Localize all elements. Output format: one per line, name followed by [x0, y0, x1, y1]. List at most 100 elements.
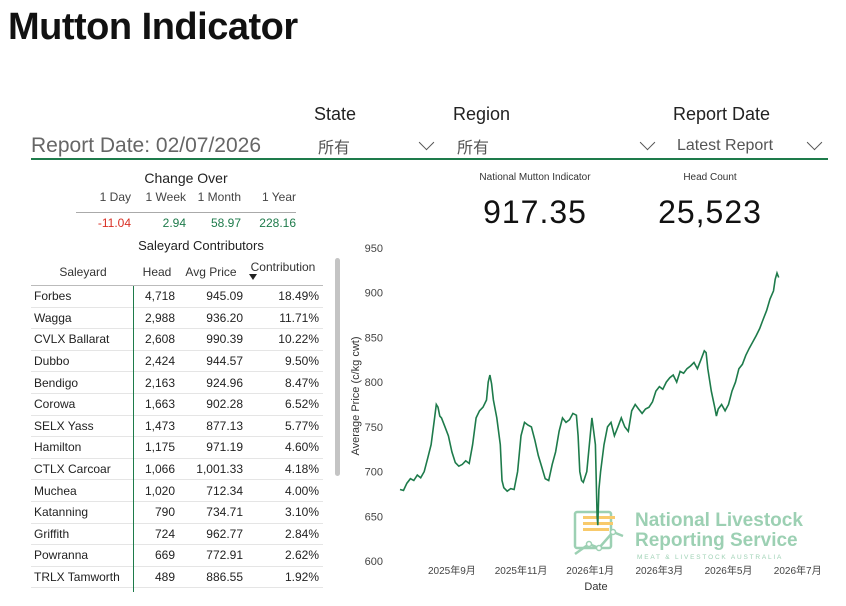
table-row[interactable]: Griffith 724 962.77 2.84%	[31, 524, 323, 546]
table-row[interactable]: CVLX Ballarat 2,608 990.39 10.22%	[31, 329, 323, 351]
chevron-down-icon[interactable]	[806, 134, 823, 151]
cell-contribution: 18.49%	[278, 289, 319, 304]
change-value: 228.16	[259, 216, 296, 230]
y-tick-label: 700	[365, 467, 383, 479]
cell-avg-price: 962.77	[206, 526, 243, 541]
cell-head: 1,473	[144, 418, 175, 433]
x-axis: 2025年9月 2025年11月 2026年1月 2026年3月 2026年5月 2026…	[428, 564, 822, 577]
column-header-contribution[interactable]: Contribution	[250, 259, 316, 274]
table-row[interactable]: TRLX Tamworth 489 886.55 1.92%	[31, 567, 323, 589]
table-row[interactable]: CTLX Carcoar 1,066 1,001.33 4.18%	[31, 459, 323, 481]
cell-saleyard: Corowa	[34, 397, 76, 412]
cell-head: 1,663	[144, 397, 175, 412]
report-date-filter-label: Report Date	[673, 104, 771, 124]
chevron-down-icon[interactable]	[418, 134, 435, 151]
table-column-divider	[133, 286, 134, 592]
cell-saleyard: Bendigo	[34, 375, 79, 390]
cell-saleyard: CTLX Carcoar	[34, 462, 111, 477]
chevron-down-icon[interactable]	[639, 134, 656, 151]
table-row[interactable]: Bendigo 2,163 924.96 8.47%	[31, 372, 323, 394]
region-filter-label: Region	[453, 104, 511, 124]
cell-saleyard: Powranna	[34, 548, 89, 563]
table-scrollbar[interactable]	[335, 258, 340, 476]
state-filter[interactable]: State 所有	[314, 104, 440, 160]
cell-contribution: 10.22%	[278, 332, 319, 347]
table-row[interactable]: SELX Yass 1,473 877.13 5.77%	[31, 416, 323, 438]
watermark-line1: National Livestock	[635, 510, 803, 531]
cell-head: 724	[154, 526, 175, 541]
logo-bar	[583, 528, 609, 531]
table-row[interactable]: Hamilton 1,175 971.19 4.60%	[31, 437, 323, 459]
change-value: 2.94	[162, 216, 186, 230]
cell-contribution: 3.10%	[284, 505, 319, 520]
divider	[31, 158, 828, 160]
y-tick-label: 600	[365, 556, 383, 568]
table-row[interactable]: Corowa 1,663 902.28 6.52%	[31, 394, 323, 416]
region-filter[interactable]: Region 所有	[453, 104, 661, 160]
head-count-label: Head Count	[683, 172, 737, 183]
cell-avg-price: 936.20	[206, 310, 243, 325]
logo-dot	[585, 540, 593, 548]
table-row[interactable]: Muchea 1,020 712.34 4.00%	[31, 480, 323, 502]
region-dropdown[interactable]: 所有	[453, 132, 661, 160]
logo-dot	[595, 544, 603, 552]
cell-head: 2,608	[144, 332, 175, 347]
cell-head: 2,988	[144, 310, 175, 325]
y-axis: 600 650 700 750 800 850 900 950	[365, 243, 383, 568]
cell-contribution: 1.92%	[284, 570, 319, 585]
x-tick-label: 2025年11月	[495, 564, 548, 577]
cell-contribution: 4.60%	[284, 440, 319, 455]
table-row[interactable]: Forbes 4,718 945.09 18.49%	[31, 286, 323, 308]
period-label: 1 Day	[99, 190, 131, 204]
x-tick-label: 2026年3月	[635, 564, 683, 577]
x-tick-label: 2026年7月	[774, 564, 822, 577]
saleyard-table: Saleyard Head Avg Price Contribution For…	[31, 258, 323, 589]
cell-saleyard: Muchea	[34, 483, 77, 498]
cell-contribution: 2.62%	[284, 548, 319, 563]
cell-head: 2,163	[144, 375, 175, 390]
sort-desc-icon[interactable]	[249, 274, 257, 280]
x-axis-title: Date	[584, 581, 607, 593]
x-tick-label: 2026年5月	[705, 564, 753, 577]
cell-saleyard: Wagga	[34, 310, 72, 325]
logo-bar	[583, 516, 615, 519]
change-value: -11.04	[97, 216, 131, 230]
change-over-periods: 1 Day 1 Week 1 Month 1 Year	[76, 190, 296, 210]
column-header-avg-price[interactable]: Avg Price	[185, 264, 237, 279]
change-value: 58.97	[210, 216, 241, 230]
period-label: 1 Year	[261, 190, 296, 204]
y-tick-label: 850	[365, 332, 383, 344]
saleyard-table-title: Saleyard Contributors	[138, 238, 264, 253]
cell-contribution: 6.52%	[284, 397, 319, 412]
table-row[interactable]: Wagga 2,988 936.20 11.71%	[31, 308, 323, 330]
cell-avg-price: 944.57	[206, 354, 243, 369]
cell-saleyard: Katanning	[34, 505, 89, 520]
report-date-heading: Report Date: 02/07/2026	[31, 134, 261, 157]
table-row[interactable]: Katanning 790 734.71 3.10%	[31, 502, 323, 524]
table-row[interactable]: Powranna 669 772.91 2.62%	[31, 545, 323, 567]
cell-saleyard: CVLX Ballarat	[34, 332, 110, 347]
report-date-filter[interactable]: Report Date Latest Report	[673, 104, 828, 160]
table-row[interactable]: Dubbo 2,424 944.57 9.50%	[31, 351, 323, 373]
cell-avg-price: 945.09	[206, 289, 243, 304]
watermark-line2: Reporting Service	[635, 530, 798, 551]
column-header-head[interactable]: Head	[142, 264, 172, 279]
y-tick-label: 900	[365, 288, 383, 300]
cell-head: 2,424	[144, 354, 175, 369]
state-dropdown-value: 所有	[318, 139, 351, 157]
report-date-dropdown[interactable]: Latest Report	[673, 132, 828, 160]
cell-contribution: 9.50%	[284, 354, 319, 369]
cell-avg-price: 734.71	[206, 505, 243, 520]
indicator-value: 917.35	[483, 194, 587, 230]
cell-saleyard: SELX Yass	[34, 418, 94, 433]
y-tick-label: 800	[365, 377, 383, 389]
state-dropdown[interactable]: 所有	[314, 132, 440, 160]
cell-head: 669	[154, 548, 175, 563]
state-filter-label: State	[314, 104, 357, 124]
cell-head: 790	[154, 505, 175, 520]
column-header-saleyard[interactable]: Saleyard	[59, 264, 107, 279]
cell-avg-price: 772.91	[206, 548, 243, 563]
cell-contribution: 11.71%	[279, 310, 319, 325]
cell-saleyard: Hamilton	[34, 440, 82, 455]
indicator-label: National Mutton Indicator	[479, 172, 591, 183]
